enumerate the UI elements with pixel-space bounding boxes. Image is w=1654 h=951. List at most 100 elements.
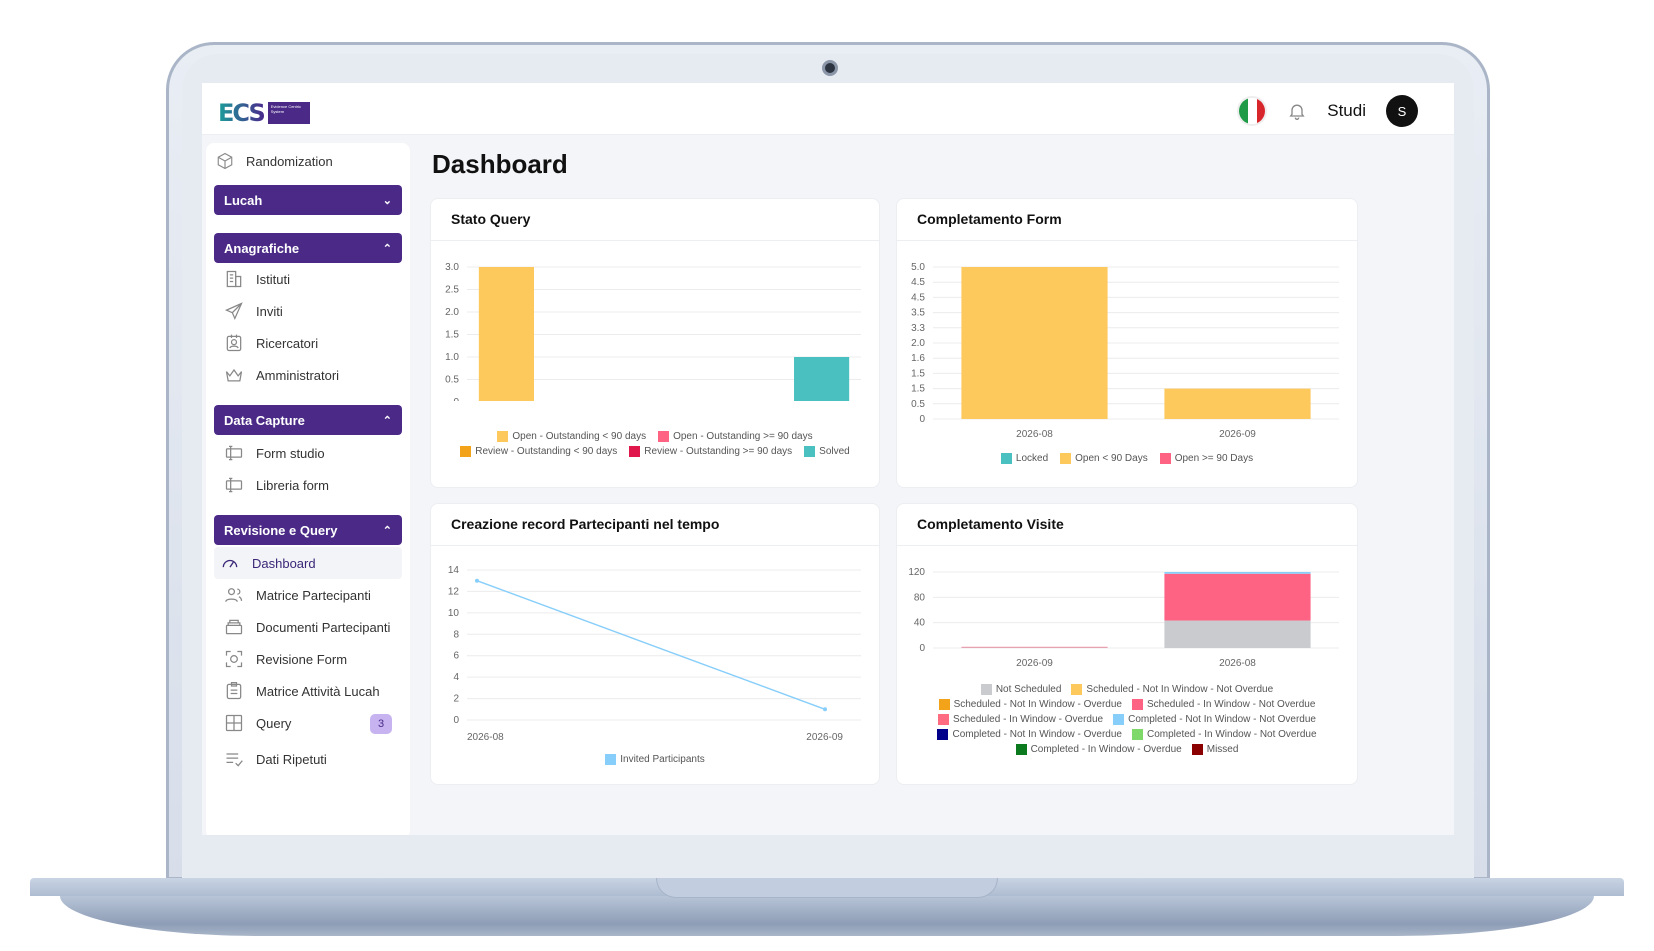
studies-menu[interactable]: Studi [1327, 101, 1366, 120]
building-icon [226, 270, 242, 288]
group-anagrafiche[interactable]: Anagrafiche ⌃ [214, 233, 402, 263]
crown-icon [225, 368, 243, 382]
chevron-up-icon: ⌃ [382, 524, 392, 537]
legend-item[interactable]: Open - Outstanding < 90 days [497, 431, 646, 442]
legend-item[interactable]: Open >= 90 Days [1159, 453, 1254, 464]
legend-item[interactable]: Invited Participants [605, 754, 705, 765]
id-card-icon [226, 334, 242, 352]
legend-item[interactable]: Missed [1191, 744, 1239, 755]
sidebar-item-libreria-form[interactable]: Libreria form [214, 469, 410, 501]
sidebar-item-label: Dashboard [252, 555, 316, 571]
app-logo[interactable]: ECS Evidence Centric System [218, 99, 310, 127]
bell-icon[interactable] [1287, 101, 1307, 121]
legend-item[interactable]: Locked [1000, 453, 1048, 464]
chart-stato-query: 00.51.01.52.02.53.0Status [445, 262, 861, 401]
logo-subtitle: Evidence Centric System [267, 102, 310, 124]
chart-card-creazione-record: Creazione record Partecipanti nel tempo … [430, 503, 880, 785]
y-tick-label: 1.0 [445, 352, 459, 363]
sidebar-item-label: Istituti [256, 271, 290, 287]
y-tick-label: 10 [448, 608, 460, 619]
data-point [475, 578, 479, 583]
sidebar-item-revisione-form[interactable]: Revisione Form [214, 643, 410, 675]
legend-label: Review - Outstanding < 90 days [475, 446, 618, 457]
legend-item[interactable]: Scheduled - Not In Window - Overdue [938, 699, 1122, 710]
legend-label: Not Scheduled [995, 684, 1062, 695]
legend-label: Solved [819, 446, 850, 457]
sidebar-item-form-studio[interactable]: Form studio [214, 437, 410, 469]
y-tick-label: 8 [453, 629, 459, 640]
stacked-bar-segment [961, 646, 1108, 648]
sidebar-item-label: Revisione Form [256, 651, 348, 667]
legend-swatch [605, 754, 617, 765]
group-label: Data Capture [224, 412, 305, 428]
sidebar-item-amministratori[interactable]: Amministratori [214, 359, 410, 391]
sidebar-item-dashboard[interactable]: Dashboard [214, 547, 402, 579]
y-tick-label: 40 [914, 618, 926, 629]
y-tick-label: 1.6 [911, 353, 925, 364]
y-tick-label: 3.3 [911, 323, 925, 334]
legend-item[interactable]: Completed - In Window - Overdue [1015, 744, 1182, 755]
sidebar-item-matrice-attivita[interactable]: Matrice Attività Lucah [214, 675, 410, 707]
logo-text: ECS [218, 99, 266, 127]
avatar[interactable]: S [1386, 95, 1418, 127]
sidebar-item-label: Libreria form [256, 477, 329, 493]
legend-label: Completed - In Window - Not Overdue [1147, 729, 1317, 740]
legend-item[interactable]: Completed - In Window - Not Overdue [1132, 729, 1317, 740]
x-tick-label: 2026-09 [1016, 658, 1053, 669]
sidebar-item-label: Query [256, 715, 292, 731]
legend-label: Completed - In Window - Overdue [1030, 744, 1182, 755]
legend-label: Scheduled - Not In Window - Not Overdue [1086, 684, 1274, 695]
archive-icon [225, 619, 243, 635]
legend-swatch [658, 431, 670, 442]
legend-item[interactable]: Scheduled - In Window - Not Overdue [1132, 699, 1315, 710]
data-point [823, 707, 827, 712]
sidebar-item-istituti[interactable]: Istituti [214, 263, 410, 295]
sidebar-item-dati-ripetuti[interactable]: Dati Ripetuti [214, 743, 410, 775]
y-tick-label: 0.5 [911, 399, 925, 410]
legend-swatch [1071, 684, 1083, 695]
chart-creazione-record: 0 2 4 6 8 10 12 14 2026-08 2026-09 [448, 565, 861, 743]
italian-flag-icon[interactable] [1237, 96, 1268, 126]
legend-item[interactable]: Completed - Not In Window - Overdue [937, 729, 1122, 740]
legend-label: Open >= 90 Days [1174, 453, 1254, 464]
legend-item[interactable]: Open < 90 Days [1060, 453, 1148, 464]
study-selector[interactable]: Lucah ⌄ [214, 185, 402, 215]
legend-item[interactable]: Not Scheduled [980, 684, 1062, 695]
main-content: Dashboard Stato Query 0 0.5 1.0 1.5 2.0 2.5 3.… [430, 143, 1446, 835]
legend-item[interactable]: Scheduled - In Window - Overdue [938, 714, 1103, 725]
sidebar-item-query[interactable]: Query 3 [214, 707, 410, 739]
chart-title: Completamento Visite [897, 504, 1357, 546]
y-tick-label: 4 [453, 672, 459, 683]
chart-title: Stato Query [431, 199, 879, 241]
sidebar-item-label: Dati Ripetuti [256, 751, 327, 767]
study-selector-label: Lucah [224, 192, 263, 208]
sidebar-item-randomization[interactable]: Randomization [206, 145, 410, 177]
y-tick-label: 12 [448, 586, 460, 597]
legend-label: Missed [1206, 744, 1239, 755]
legend-item[interactable]: Solved [804, 446, 850, 457]
app-screen: ECS Evidence Centric System Studi S Rand… [202, 83, 1454, 835]
legend-swatch [1132, 729, 1143, 740]
sidebar-item-label: Ricercatori [256, 335, 319, 351]
group-data-capture[interactable]: Data Capture ⌃ [214, 405, 402, 435]
stacked-bar-segment [1164, 620, 1311, 648]
sidebar-item-ricercatori[interactable]: Ricercatori [214, 327, 410, 359]
legend-item[interactable]: Completed - Not In Window - Not Overdue [1113, 714, 1316, 725]
legend-label: Scheduled - In Window - Overdue [953, 714, 1104, 725]
legend-label: Scheduled - In Window - Not Overdue [1147, 699, 1316, 710]
sidebar-item-matrice-partecipanti[interactable]: Matrice Partecipanti [214, 579, 410, 611]
y-tick-label: 1.5 [445, 330, 459, 341]
sidebar-item-inviti[interactable]: Inviti [214, 295, 410, 327]
legend-swatch [1000, 453, 1012, 464]
y-tick-label: 6 [453, 651, 459, 662]
bar-solved [794, 357, 850, 401]
legend-item[interactable]: Review - Outstanding < 90 days [460, 446, 617, 457]
group-revisione-query[interactable]: Revisione e Query ⌃ [214, 515, 402, 545]
legend-item[interactable]: Open - Outstanding >= 90 days [658, 431, 813, 442]
y-tick-label: 1.5 [911, 384, 925, 395]
legend-item[interactable]: Scheduled - Not In Window - Not Overdue [1071, 684, 1273, 695]
sidebar-item-documenti-partecipanti[interactable]: Documenti Partecipanti [214, 611, 410, 643]
legend-swatch [1159, 453, 1171, 464]
legend-item[interactable]: Review - Outstanding >= 90 days [629, 446, 792, 457]
